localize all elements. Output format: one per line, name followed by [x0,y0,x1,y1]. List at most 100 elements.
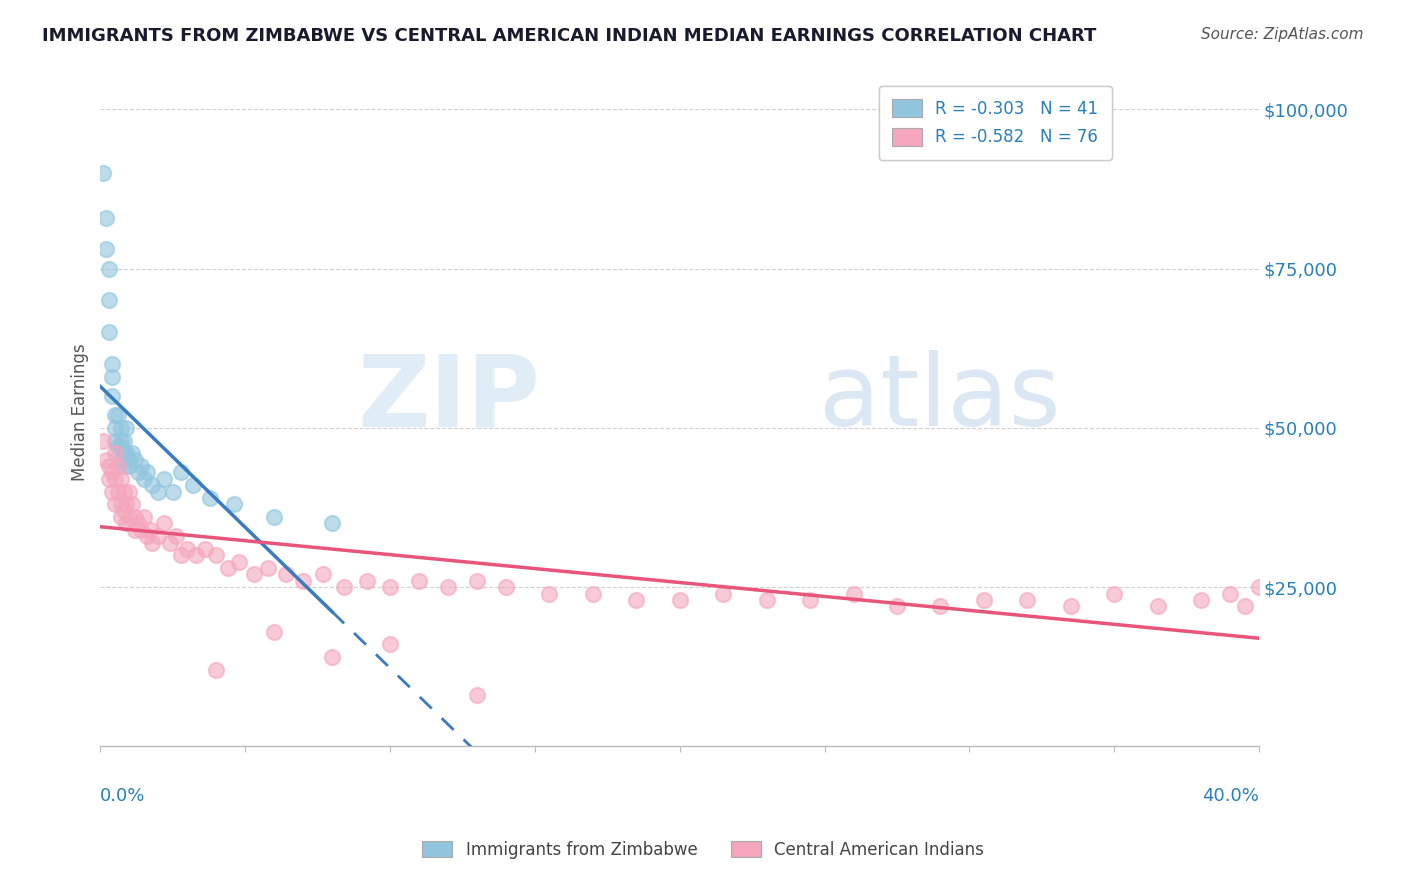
Point [104,472,127,486]
Point [107,459,129,474]
Point [799,593,821,607]
Point [110,472,132,486]
Point [1146,599,1168,614]
Point [148,529,170,543]
Point [124,452,146,467]
Point [127,516,149,531]
Point [112,446,135,460]
Point [1017,593,1039,607]
Point [176,541,198,556]
Point [153,516,176,531]
Point [263,624,285,639]
Point [205,663,228,677]
Point [378,580,401,594]
Point [263,510,285,524]
Point [292,574,315,588]
Point [112,504,135,518]
Point [121,497,143,511]
Point [1102,586,1125,600]
Point [165,529,187,543]
Point [110,452,132,467]
Point [141,478,163,492]
Point [1249,580,1271,594]
Point [274,567,297,582]
Point [1189,593,1212,607]
Point [842,586,865,600]
Point [129,459,152,474]
Point [626,593,648,607]
Point [132,510,155,524]
Point [141,535,163,549]
Text: 40.0%: 40.0% [1202,787,1260,805]
Point [94,243,117,257]
Text: 0.0%: 0.0% [100,787,146,805]
Point [148,484,170,499]
Point [110,421,132,435]
Point [138,523,160,537]
Text: ZIP: ZIP [357,350,541,447]
Point [153,472,176,486]
Point [929,599,952,614]
Point [582,586,605,600]
Point [321,516,343,531]
Point [115,516,138,531]
Legend: Immigrants from Zimbabwe, Central American Indians: Immigrants from Zimbabwe, Central Americ… [416,835,990,866]
Point [170,549,193,563]
Point [312,567,335,582]
Point [110,497,132,511]
Point [755,593,778,607]
Point [118,459,141,474]
Point [112,434,135,448]
Point [162,484,184,499]
Point [91,434,114,448]
Y-axis label: Median Earnings: Median Earnings [72,343,89,481]
Point [132,472,155,486]
Point [104,434,127,448]
Point [170,466,193,480]
Point [98,326,121,340]
Point [124,510,146,524]
Point [94,211,117,225]
Point [973,593,995,607]
Point [110,440,132,454]
Point [101,389,124,403]
Point [112,484,135,499]
Point [98,293,121,308]
Point [495,580,517,594]
Point [127,466,149,480]
Point [110,434,132,448]
Point [356,574,378,588]
Point [104,421,127,435]
Text: IMMIGRANTS FROM ZIMBABWE VS CENTRAL AMERICAN INDIAN MEDIAN EARNINGS CORRELATION : IMMIGRANTS FROM ZIMBABWE VS CENTRAL AMER… [42,27,1097,45]
Point [217,561,239,575]
Point [115,497,138,511]
Point [115,421,138,435]
Point [465,574,488,588]
Point [121,446,143,460]
Point [332,580,354,594]
Point [115,446,138,460]
Point [200,491,222,505]
Point [118,510,141,524]
Point [668,593,690,607]
Point [101,357,124,371]
Point [228,555,250,569]
Legend: R = -0.303   N = 41, R = -0.582   N = 76: R = -0.303 N = 41, R = -0.582 N = 76 [879,86,1112,160]
Point [124,523,146,537]
Point [194,541,217,556]
Text: Source: ZipAtlas.com: Source: ZipAtlas.com [1201,27,1364,42]
Point [98,459,121,474]
Point [1219,586,1241,600]
Point [437,580,460,594]
Point [98,261,121,276]
Point [101,466,124,480]
Point [107,408,129,422]
Point [1233,599,1256,614]
Point [104,408,127,422]
Point [184,549,207,563]
Point [91,166,114,180]
Point [321,650,343,665]
Point [110,510,132,524]
Point [538,586,561,600]
Point [886,599,908,614]
